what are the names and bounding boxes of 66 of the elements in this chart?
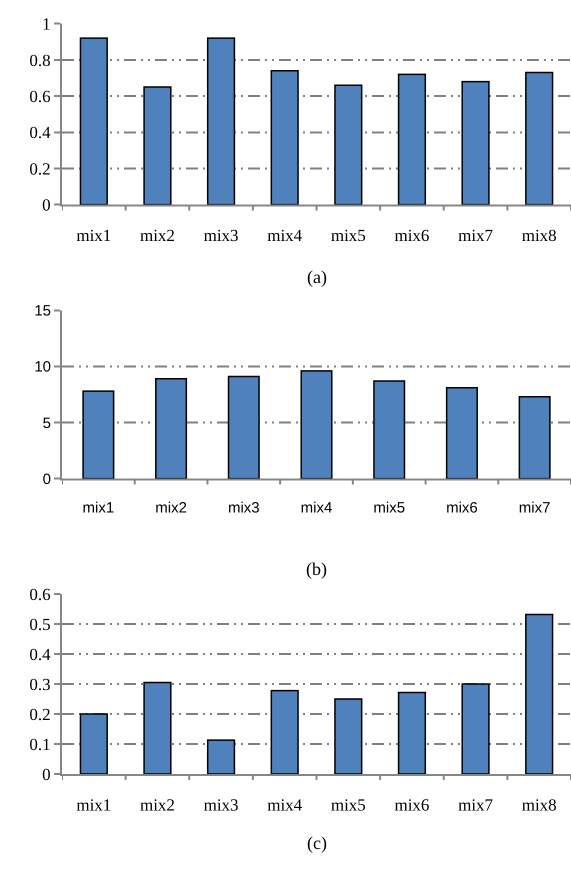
x-tick-label: mix6	[394, 226, 430, 246]
y-tick-label: 0.6	[29, 87, 51, 106]
bar	[446, 386, 478, 479]
bar	[334, 84, 362, 205]
x-tick-label: mix5	[330, 795, 366, 814]
bar	[82, 390, 114, 479]
bar	[80, 713, 108, 774]
text: (a)	[307, 267, 327, 287]
x-tick-label: mix1	[82, 500, 114, 517]
x-tick-label: mix6	[446, 500, 478, 517]
x-tick-label: mix3	[204, 226, 239, 246]
x-tick-label: mix4	[300, 500, 332, 517]
y-tick-label: 0.1	[29, 735, 51, 754]
text: (c)	[307, 833, 327, 853]
x-tick-label: mix6	[394, 795, 430, 814]
bar	[270, 690, 299, 774]
x-tick-label: mix4	[267, 795, 303, 814]
y-tick-label: 0.8	[29, 50, 51, 70]
y-tick-label: 0.3	[29, 675, 51, 694]
bar	[228, 376, 260, 479]
y-tick-label: 1	[42, 14, 51, 34]
y-tick-label: 0.2	[29, 159, 51, 178]
bar	[300, 370, 333, 479]
text: (b)	[306, 559, 327, 579]
bar	[206, 37, 236, 205]
y-tick-label: 0.4	[29, 123, 52, 142]
x-tick-label: mix1	[76, 226, 112, 246]
x-tick-label: mix2	[140, 226, 175, 246]
bar	[80, 37, 108, 205]
bar	[525, 72, 554, 205]
y-tick-label: 15	[34, 302, 51, 320]
bar	[461, 683, 490, 774]
bar	[518, 396, 551, 479]
y-tick-label: 0.4	[29, 644, 52, 664]
x-tick-label: mix7	[458, 226, 494, 246]
x-tick-label: mix2	[140, 795, 175, 814]
bar	[206, 739, 236, 774]
x-tick-label: mix4	[267, 226, 303, 246]
x-tick-label: mix3	[228, 500, 260, 517]
y-tick-label: 5	[42, 414, 51, 432]
bar	[143, 682, 172, 774]
y-tick-label: 10	[34, 358, 51, 376]
x-tick-label: mix7	[518, 500, 550, 517]
x-tick-label: mix5	[373, 500, 406, 517]
y-tick-label: 0	[42, 765, 51, 784]
x-tick-label: mix2	[155, 500, 187, 517]
bar	[143, 86, 172, 205]
bar	[525, 614, 554, 774]
bar	[398, 692, 426, 774]
x-tick-label: mix8	[522, 795, 557, 814]
x-tick-label: mix3	[204, 795, 239, 814]
y-tick-label: 0.5	[29, 614, 51, 634]
bar	[398, 74, 426, 205]
y-tick-label: 0.2	[29, 705, 51, 724]
bar	[334, 698, 362, 774]
bar	[155, 378, 188, 479]
y-tick-label: 0	[42, 470, 51, 488]
bar	[270, 70, 299, 205]
bar	[461, 80, 490, 205]
x-tick-label: mix8	[522, 226, 557, 246]
x-tick-label: mix5	[330, 226, 366, 246]
bar	[373, 380, 406, 479]
x-tick-label: mix1	[76, 795, 112, 814]
y-tick-label: 0.6	[29, 584, 51, 604]
y-tick-label: 0	[42, 196, 51, 215]
x-tick-label: mix7	[458, 795, 494, 814]
